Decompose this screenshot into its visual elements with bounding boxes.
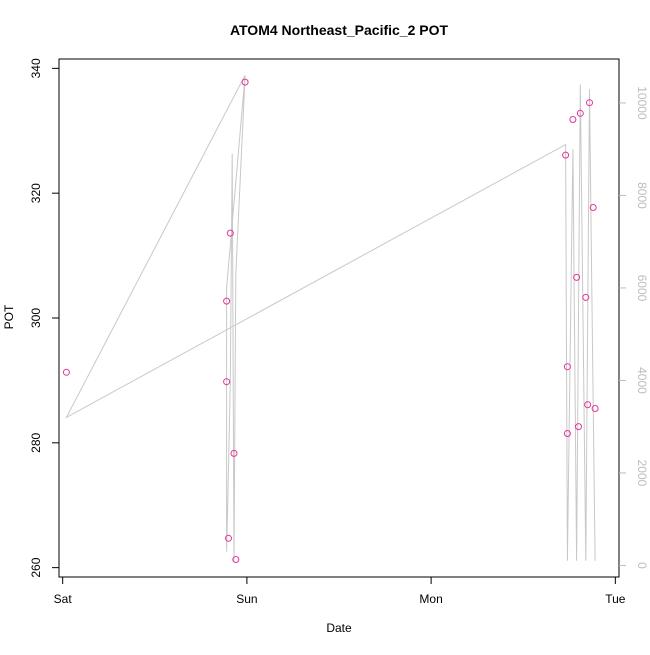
data-point xyxy=(569,116,577,123)
y-left-tick-label: 340 xyxy=(29,58,43,78)
data-point xyxy=(576,109,584,117)
data-point xyxy=(62,368,70,376)
y-right-tick-label: 2000 xyxy=(635,460,649,487)
y-right-tick-label: 10000 xyxy=(635,86,649,120)
axes: 260 280 300 320 340 0 2000 4000 6000 8000 10000 Sat… xyxy=(29,58,649,606)
x-tick-label: Tue xyxy=(605,592,626,606)
data-point xyxy=(563,363,571,371)
data-point xyxy=(223,378,231,386)
data-point xyxy=(575,423,582,431)
data-point xyxy=(582,293,590,301)
data-point xyxy=(223,297,231,305)
y-left-tick-label: 320 xyxy=(29,183,43,203)
data-point xyxy=(232,556,240,563)
series-line-path xyxy=(65,74,596,561)
x-tick-label: Mon xyxy=(419,592,442,606)
y-right-tick-label: 4000 xyxy=(635,367,649,394)
chart-title: ATOM4 Northeast_Pacific_2 POT xyxy=(230,22,449,38)
x-axis-label: Date xyxy=(326,621,352,635)
y-right-tick-label: 6000 xyxy=(635,275,649,302)
series-line xyxy=(65,74,596,561)
data-point xyxy=(230,449,238,457)
series-points xyxy=(62,78,599,563)
data-point xyxy=(584,401,592,409)
x-tick-label: Sun xyxy=(236,592,257,606)
data-point xyxy=(589,204,597,211)
y-left-tick-label: 280 xyxy=(29,432,43,452)
x-tick-label: Sat xyxy=(54,592,73,606)
y-right-tick-label: 0 xyxy=(635,562,649,569)
y-right-tick-label: 8000 xyxy=(635,182,649,209)
data-point xyxy=(241,78,249,86)
y-left-tick-label: 300 xyxy=(29,308,43,328)
y-axis-label: POT xyxy=(2,304,16,329)
data-point xyxy=(226,229,234,237)
y-left-tick-label: 260 xyxy=(29,557,43,577)
data-point xyxy=(586,99,593,107)
data-point xyxy=(563,430,571,437)
data-point xyxy=(591,405,599,412)
data-point xyxy=(225,534,232,542)
data-point xyxy=(573,273,581,281)
data-point xyxy=(562,151,570,159)
